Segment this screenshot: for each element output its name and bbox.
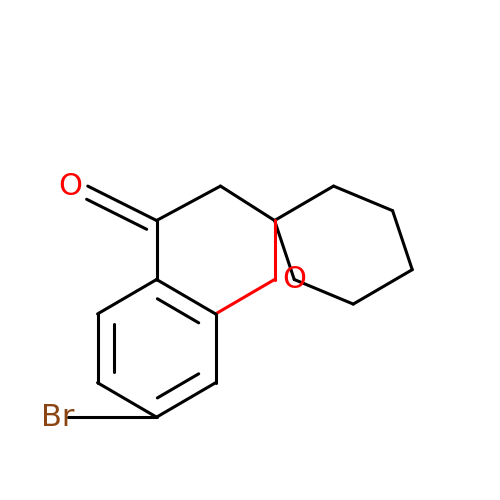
Text: O: O [58, 172, 82, 200]
Text: Br: Br [42, 402, 75, 432]
Text: O: O [282, 265, 306, 294]
